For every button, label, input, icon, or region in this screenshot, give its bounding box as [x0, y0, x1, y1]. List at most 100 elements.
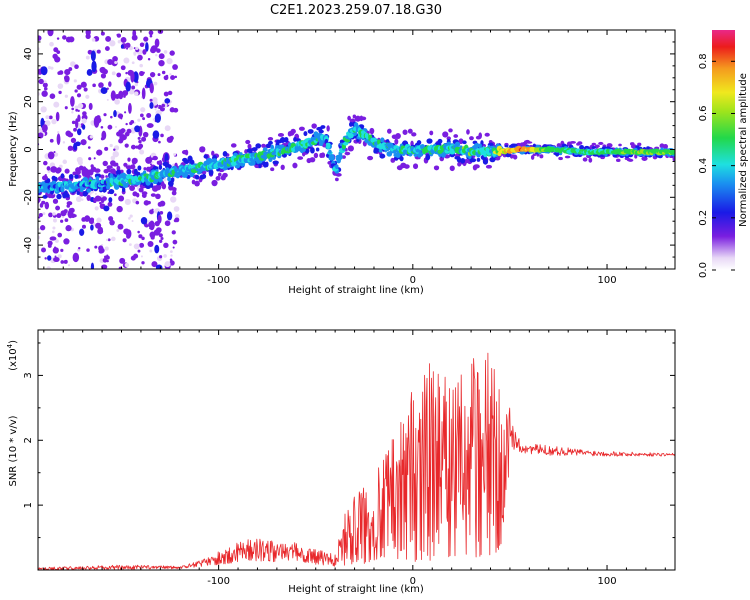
spectrogram-noise-cell — [52, 212, 56, 216]
spectrogram-cell — [110, 168, 116, 175]
spectrogram-cell — [194, 174, 200, 180]
spectrogram-cell — [141, 177, 145, 183]
spectrogram-cell — [359, 116, 367, 121]
y-tick-label: 20 — [23, 95, 34, 108]
spectrogram-cell — [60, 173, 65, 179]
spectrogram-noise-cell — [152, 118, 156, 121]
spectrogram-noise-cell — [104, 246, 109, 251]
spectrogram-noise-cell — [147, 240, 154, 248]
spectrogram-noise-cell — [43, 160, 48, 166]
spectrogram-noise-cell — [41, 124, 48, 132]
spectrogram-noise-cell — [114, 98, 120, 105]
spectrogram-cell — [369, 127, 375, 135]
spectrogram-noise-cell — [93, 157, 96, 160]
spectrogram-noise-cell — [38, 235, 41, 240]
spectrogram-noise-cell — [118, 195, 125, 202]
spectrogram-noise-cell — [124, 143, 129, 148]
spectrogram-cell — [184, 159, 190, 164]
spectrogram-noise-cell — [57, 83, 64, 89]
spectrogram-noise-cell — [57, 131, 60, 134]
spectrogram-noise-cell — [135, 145, 139, 149]
spectrogram-noise-cell — [70, 96, 75, 107]
spectrogram-cell — [311, 123, 317, 129]
spectrogram-noise-cell — [123, 95, 126, 98]
spectrogram-noise-cell — [60, 210, 67, 217]
spectrogram-cell — [157, 177, 163, 183]
spectrogram-cell — [637, 142, 642, 147]
spectrogram-noise-cell — [173, 152, 177, 156]
spectrogram-noise-cell — [126, 47, 129, 50]
spectrogram-noise-cell — [103, 113, 107, 117]
spectrogram-cell — [290, 128, 296, 134]
spectrogram-noise-cell — [117, 113, 124, 119]
spectrogram-noise-cell — [67, 264, 71, 267]
spectrogram-noise-cell — [146, 112, 152, 118]
spectrogram-noise-cell — [38, 35, 42, 41]
spectrogram-noise-cell — [105, 175, 108, 178]
spectrogram-noise-cell — [47, 243, 52, 248]
spectrogram-noise-cell — [77, 114, 81, 123]
spectrogram-noise-cell — [108, 81, 112, 87]
spectrogram-noise-cell — [137, 230, 140, 234]
spectrogram-noise-cell — [161, 70, 166, 75]
spectrogram-noise-cell — [162, 177, 167, 182]
spectrogram-noise-cell — [158, 140, 161, 144]
spectrogram-cell — [211, 150, 215, 156]
spectrogram-cell — [390, 157, 396, 163]
spectrogram-noise-cell — [122, 90, 129, 96]
spectrogram-noise-cell — [133, 91, 139, 96]
spectrogram-noise-cell — [101, 264, 108, 269]
spectrogram-cell — [328, 156, 335, 161]
spectrogram-cell — [387, 128, 392, 134]
spectrogram-cell — [108, 188, 115, 195]
spectrogram-noise-cell — [142, 49, 147, 55]
spectrogram-cell — [121, 187, 126, 193]
spectrogram-noise-cell — [109, 219, 115, 226]
spectrogram-noise-cell — [150, 45, 158, 52]
spectrogram-noise-cell — [53, 101, 60, 108]
spectrogram-noise-cell — [49, 138, 54, 143]
spectrogram-cell — [582, 157, 588, 162]
spectrogram-cell — [158, 159, 163, 167]
colorbar-tick-label: 0.4 — [698, 158, 709, 174]
spectrogram-cell — [161, 183, 167, 190]
spectrogram-noise-cell — [141, 261, 145, 265]
spectrogram-noise-cell — [159, 200, 166, 207]
x-tick-label: 0 — [410, 275, 416, 286]
spectrogram-noise-cell — [67, 132, 74, 138]
spectrogram-cell — [194, 180, 200, 187]
spectrogram-noise-cell — [107, 59, 114, 66]
spectrogram-cell — [448, 128, 453, 133]
spectrogram-noise-cell — [173, 107, 179, 113]
spectrogram-noise-cell — [72, 252, 80, 263]
spectrogram-noise-cell — [60, 248, 64, 252]
spectrogram-cell — [577, 141, 583, 145]
spectrogram-noise-cell — [139, 242, 145, 248]
spectrogram-noise-cell — [50, 166, 58, 173]
spectrogram-noise-cell — [116, 33, 121, 38]
spectrogram-cell — [131, 159, 137, 165]
spectrogram-noise-cell — [149, 82, 154, 94]
spectrogram-noise-cell — [106, 98, 109, 101]
spectrogram-panel: -100 0 100 -40 -20 0 20 40 Height of straight l… — [8, 29, 676, 296]
spectrogram-noise-cell — [85, 30, 91, 37]
spectrogram-noise-cell — [80, 81, 87, 88]
spectrogram-cell — [251, 147, 258, 152]
spectrogram-noise-cell — [73, 127, 77, 132]
spectrogram-cell — [297, 156, 304, 160]
spectrogram-noise-cell — [74, 89, 78, 93]
spectrogram-cell — [199, 146, 206, 153]
spectrogram-cell — [261, 143, 266, 148]
spectrogram-cell — [86, 194, 91, 202]
spectrogram-noise-cell — [64, 75, 70, 83]
spectrogram-noise-cell — [48, 212, 53, 218]
spectrogram-noise-cell — [151, 208, 154, 211]
spectrogram-noise-cell — [149, 220, 155, 231]
spectrogram-noise-cell — [164, 98, 171, 104]
spectrogram-noise-cell — [91, 38, 96, 42]
spectrogram-cell — [116, 165, 121, 172]
spectrogram-cell — [277, 133, 285, 137]
spectrogram-cell — [426, 138, 433, 144]
spectrogram-noise-cell — [128, 88, 135, 95]
spectrogram-noise-cell — [77, 103, 84, 109]
